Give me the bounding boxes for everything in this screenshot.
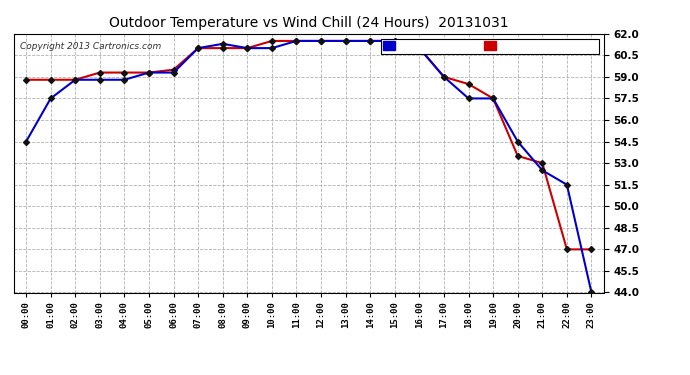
Legend: Wind Chill  (°F), Temperature  (°F): Wind Chill (°F), Temperature (°F) (381, 39, 599, 54)
Title: Outdoor Temperature vs Wind Chill (24 Hours)  20131031: Outdoor Temperature vs Wind Chill (24 Ho… (109, 16, 509, 30)
Text: Copyright 2013 Cartronics.com: Copyright 2013 Cartronics.com (20, 42, 161, 51)
